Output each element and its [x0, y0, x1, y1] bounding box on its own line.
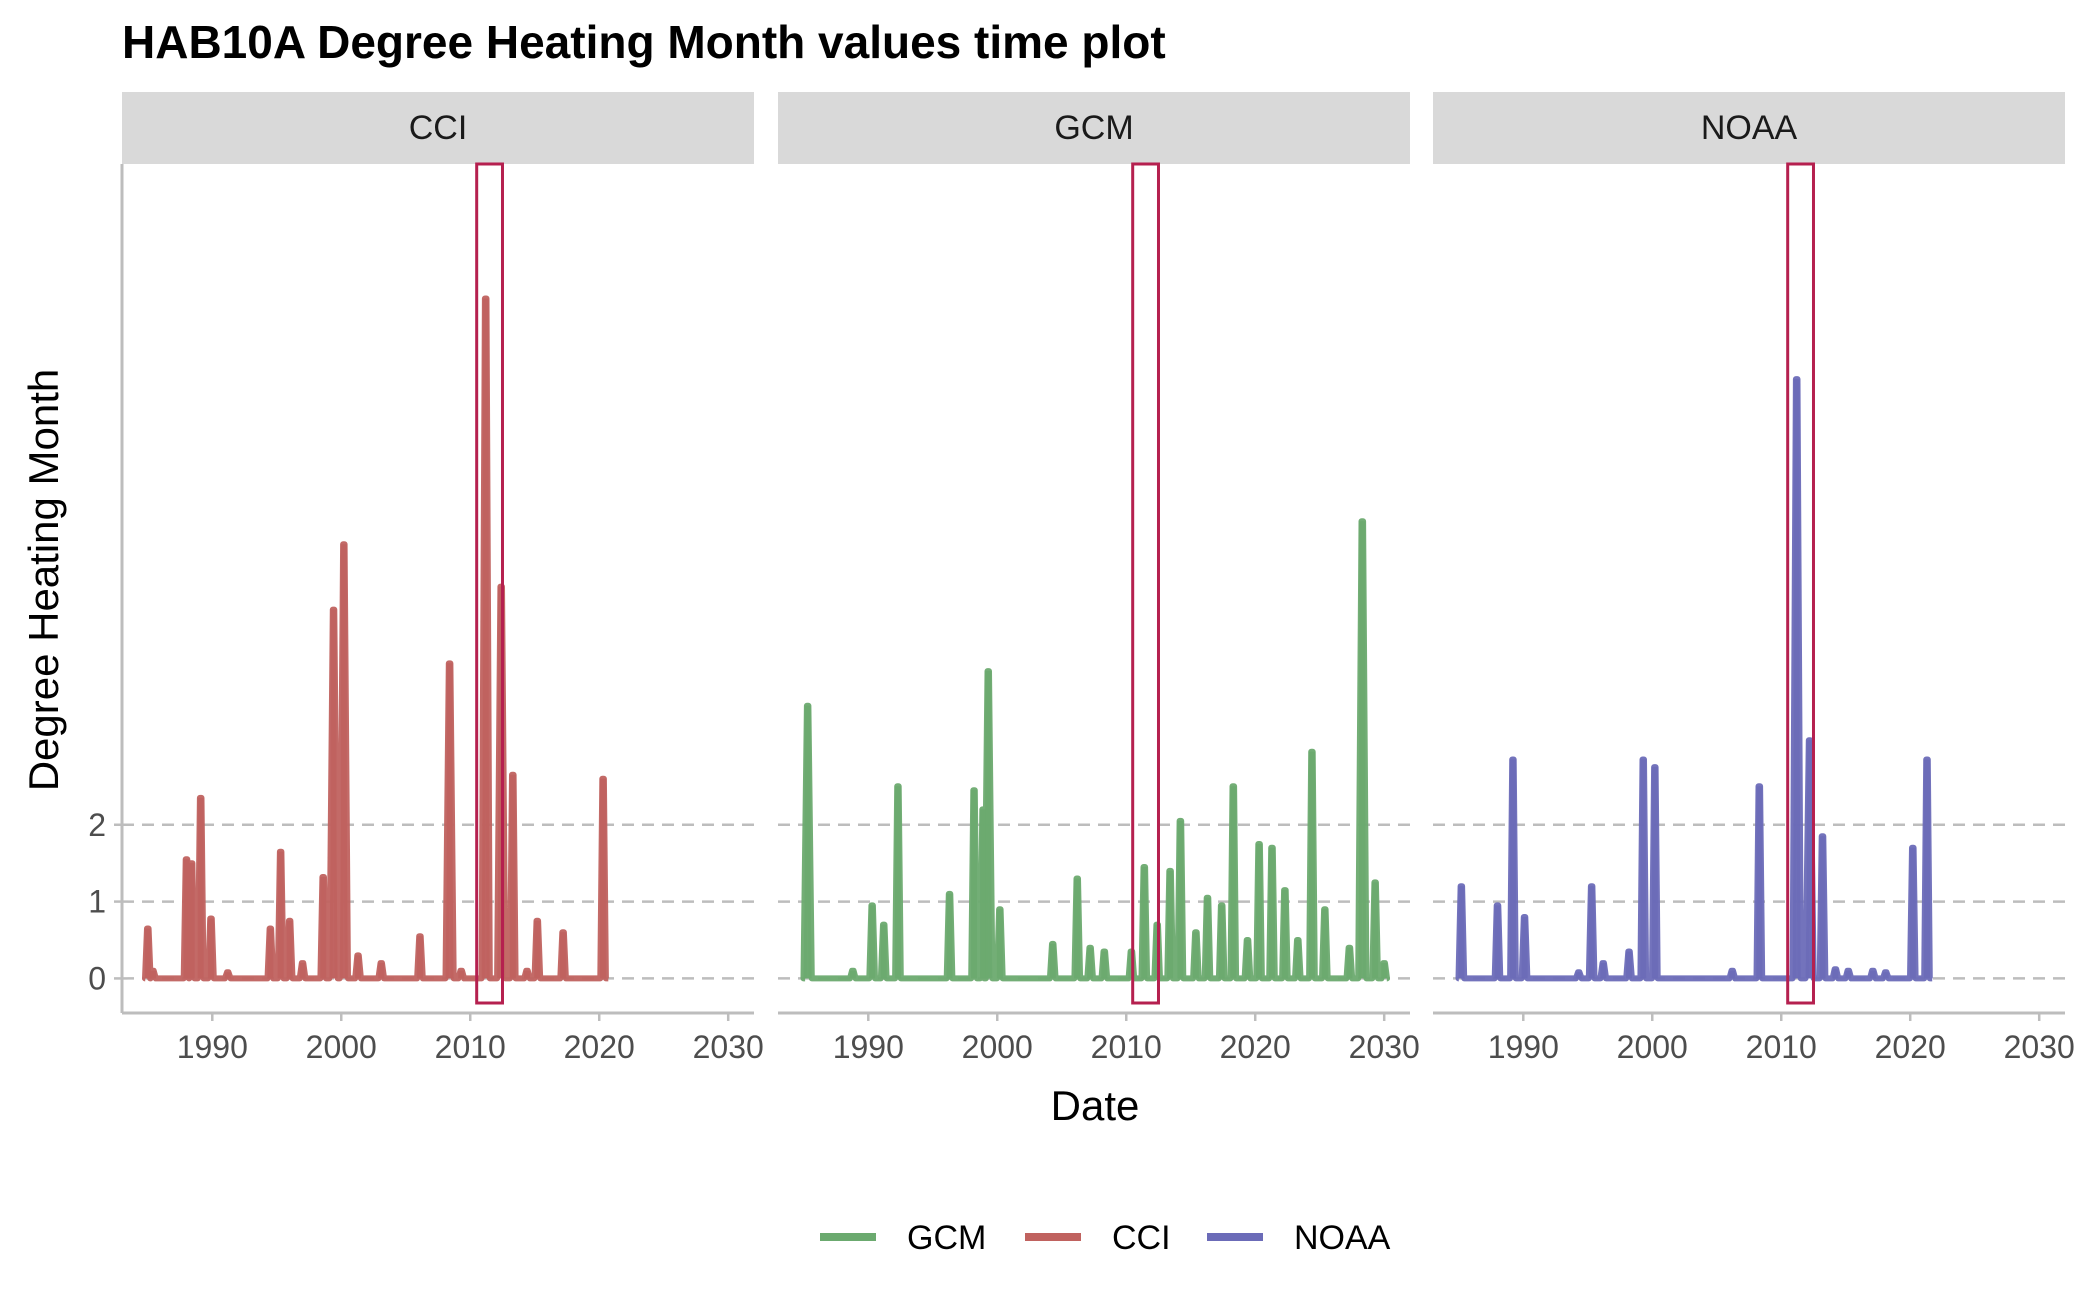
x-tick-label: 1990 [833, 1029, 904, 1065]
legend-label-noaa: NOAA [1294, 1219, 1391, 1257]
panel-gcm: GCM 1990 2000 2010 2020 2030 [778, 92, 1420, 1065]
x-tick-label: 2030 [693, 1029, 764, 1065]
legend-label-cci: CCI [1112, 1219, 1171, 1257]
x-tick-label: 2000 [306, 1029, 377, 1065]
y-tick-label: 1 [88, 884, 106, 920]
highlight-window [1131, 162, 1160, 1005]
legend-label-gcm: GCM [907, 1219, 986, 1257]
x-tick-label: 2030 [2004, 1029, 2075, 1065]
series-line-gcm [800, 518, 1390, 982]
panel-cci: CCI 0 1 2 1990 2000 2010 2020 2030 [88, 92, 764, 1065]
x-tick-label: 2020 [1875, 1029, 1946, 1065]
panel-strip [122, 92, 754, 164]
panel-noaa: NOAA 1990 2000 2010 2020 2030 [1433, 92, 2075, 1065]
x-tick-label: 2020 [564, 1029, 635, 1065]
x-tick-label: 1990 [177, 1029, 248, 1065]
panel-strip-label: GCM [1054, 109, 1133, 147]
x-tick-label: 2030 [1349, 1029, 1420, 1065]
x-tick-label: 2010 [1746, 1029, 1817, 1065]
x-tick-label: 2000 [962, 1029, 1033, 1065]
panel-strip-label: NOAA [1701, 109, 1798, 147]
x-tick-label: 2010 [435, 1029, 506, 1065]
chart-title: HAB10A Degree Heating Month values time … [122, 16, 1166, 68]
panel-strip [1433, 92, 2065, 164]
series-line-cci [142, 295, 609, 982]
x-tick-label: 2010 [1091, 1029, 1162, 1065]
panel-strip [778, 92, 1410, 164]
series-line-noaa [1455, 376, 1933, 982]
x-tick-label: 2000 [1617, 1029, 1688, 1065]
y-tick-label: 0 [88, 960, 106, 996]
x-axis-title: Date [1051, 1082, 1140, 1129]
legend: GCM CCI NOAA [820, 1219, 1391, 1257]
panel-strip-label: CCI [409, 109, 468, 147]
y-axis-title: Degree Heating Month [20, 369, 67, 792]
y-tick-label: 2 [88, 807, 106, 843]
highlight-window [475, 162, 504, 1005]
x-tick-label: 2020 [1220, 1029, 1291, 1065]
highlight-window [1786, 162, 1815, 1005]
x-tick-label: 1990 [1488, 1029, 1559, 1065]
